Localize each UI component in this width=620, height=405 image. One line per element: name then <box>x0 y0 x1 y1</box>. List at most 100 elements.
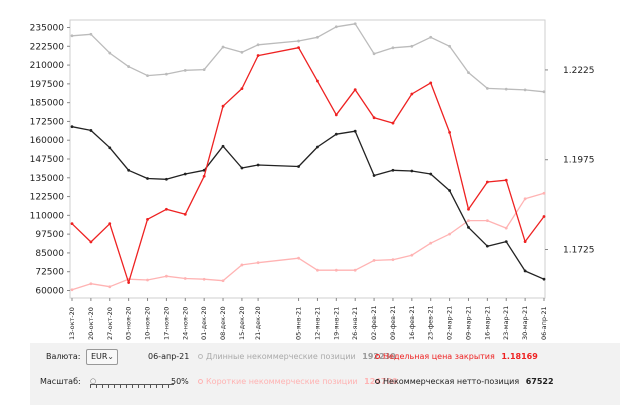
data-point <box>146 278 149 282</box>
data-point <box>391 168 395 172</box>
data-point <box>256 261 260 265</box>
data-point <box>410 253 414 257</box>
x-tick-label: 02-фев-21 <box>370 305 378 340</box>
series-line <box>71 192 545 291</box>
scale-label: Масштаб: <box>40 377 81 386</box>
y-left-tick-label: 235000 <box>30 24 65 34</box>
data-point <box>297 165 300 168</box>
data-point <box>504 178 508 182</box>
x-tick-label: 02-мар-21 <box>446 306 454 340</box>
x-tick-label: 21-дек-20 <box>254 306 262 340</box>
data-point <box>165 72 168 76</box>
data-point <box>334 268 338 272</box>
data-point <box>256 43 260 47</box>
data-point <box>183 212 187 216</box>
data-point <box>183 172 187 176</box>
x-tick-label: 27-окт-20 <box>106 307 114 340</box>
data-point <box>429 172 433 176</box>
data-point <box>542 215 546 218</box>
x-tick-label: 23-мар-21 <box>502 306 510 340</box>
legend-item-price[interactable]: Недельная цена закрытия 1.18169 <box>375 352 538 361</box>
x-tick-label: 10-ноя-20 <box>144 307 152 340</box>
y-left-tick-label: 60000 <box>35 286 64 296</box>
data-point <box>316 268 319 272</box>
data-point <box>165 177 168 181</box>
data-point <box>353 88 357 92</box>
data-point <box>256 54 260 57</box>
x-tick-label: 01-дек-20 <box>200 306 208 340</box>
x-tick-label: 16-мар-21 <box>483 306 491 340</box>
x-tick-label: 17-ноя-20 <box>162 307 170 340</box>
x-tick-label: 13-окт-20 <box>68 307 76 340</box>
data-point <box>523 269 527 273</box>
series-line <box>71 47 545 284</box>
scale-value: 50% <box>171 377 189 386</box>
slider-track <box>90 384 174 385</box>
data-point <box>334 25 338 29</box>
y-left-tick-label: 172500 <box>30 117 65 127</box>
legend-item-short[interactable]: Короткие некоммерческие позиции 124700 <box>198 377 398 386</box>
slider-handle-icon[interactable]: ○ <box>90 377 97 385</box>
y-left-tick-label: 97500 <box>35 230 64 240</box>
cot-chart: 235000 222500 210000 197500 185000 172500 1600… <box>30 19 595 340</box>
data-point <box>542 191 546 195</box>
data-point <box>89 32 93 36</box>
data-point <box>485 86 489 90</box>
data-point <box>410 169 414 173</box>
data-point <box>221 45 225 49</box>
data-point <box>448 44 451 48</box>
legend-net-value: 67522 <box>525 377 554 386</box>
scale-slider[interactable]: ○ <box>90 377 174 388</box>
data-point <box>165 274 168 278</box>
x-tick-label: 24-ноя-20 <box>181 307 189 340</box>
data-point <box>221 144 225 148</box>
legend-short-value: 124700 <box>364 377 398 386</box>
legend-price-value: 1.18169 <box>501 352 538 361</box>
data-point <box>202 168 206 172</box>
data-point <box>334 113 338 117</box>
data-point <box>523 197 527 201</box>
data-point <box>165 207 168 211</box>
y-right-tick-label: 1.2225 <box>563 66 595 76</box>
data-point <box>127 65 131 68</box>
data-point <box>504 87 508 91</box>
data-point <box>146 74 149 77</box>
legend-item-long[interactable]: Длинные некоммерческие позиции 192230 <box>198 352 396 361</box>
x-tick-label: 23-фев-21 <box>427 305 435 340</box>
legend-item-net[interactable]: Некоммерческая нетто-позиция 67522 <box>375 377 554 386</box>
currency-select[interactable]: EUR ⌄ <box>86 349 118 365</box>
x-tick-label: 06-апр-21 <box>540 306 548 340</box>
y-left-tick-label: 135000 <box>30 174 65 184</box>
legend-short-text: Короткие некоммерческие позиции <box>206 377 358 386</box>
x-tick-label: 20-окт-20 <box>87 307 95 340</box>
data-point <box>504 240 508 244</box>
data-point <box>485 180 489 184</box>
legend-marker-icon <box>198 379 203 384</box>
data-point <box>146 177 149 180</box>
y-left-tick-label: 147500 <box>30 155 65 165</box>
data-point <box>256 163 260 167</box>
data-point <box>202 277 206 281</box>
data-point <box>108 146 112 150</box>
data-point <box>467 207 470 211</box>
chart-series <box>70 22 546 292</box>
y-left-tick-label: 110000 <box>30 211 65 221</box>
data-point <box>127 281 131 284</box>
data-point <box>202 174 206 178</box>
data-point <box>240 87 244 91</box>
legend-net-text: Некоммерческая нетто-позиция <box>383 377 520 386</box>
data-point <box>485 244 489 248</box>
x-tick-label: 03-ноя-20 <box>125 307 133 340</box>
x-tick-label: 12-янв-21 <box>313 307 321 340</box>
data-point <box>372 116 376 120</box>
data-point <box>410 92 414 96</box>
data-point <box>391 46 395 50</box>
x-tick-label: 09-фев-21 <box>389 305 397 340</box>
legend-marker-icon <box>375 379 380 384</box>
data-point <box>391 121 395 125</box>
y-left-tick-label: 185000 <box>30 99 65 109</box>
y-right-tick-label: 1.1725 <box>563 246 595 256</box>
currency-label: Валюта: <box>46 352 81 361</box>
x-tick-label: 05-янв-21 <box>295 307 303 340</box>
legend-price-text: Недельная цена закрытия <box>383 352 495 361</box>
